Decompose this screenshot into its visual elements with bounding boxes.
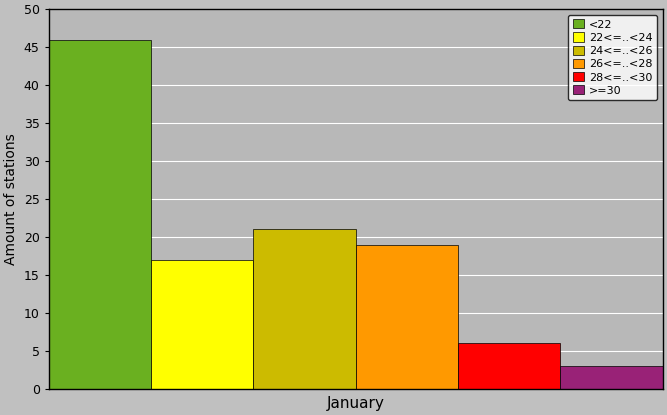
Legend: <22, 22<=..<24, 24<=..<26, 26<=..<28, 28<=..<30, >=30: <22, 22<=..<24, 24<=..<26, 26<=..<28, 28… xyxy=(568,15,657,100)
Bar xyxy=(560,366,663,389)
Y-axis label: Amount of stations: Amount of stations xyxy=(4,133,18,265)
Bar xyxy=(356,244,458,389)
X-axis label: January: January xyxy=(327,396,385,411)
Bar xyxy=(49,39,151,389)
Bar xyxy=(151,260,253,389)
Bar xyxy=(253,229,356,389)
Bar xyxy=(458,343,560,389)
